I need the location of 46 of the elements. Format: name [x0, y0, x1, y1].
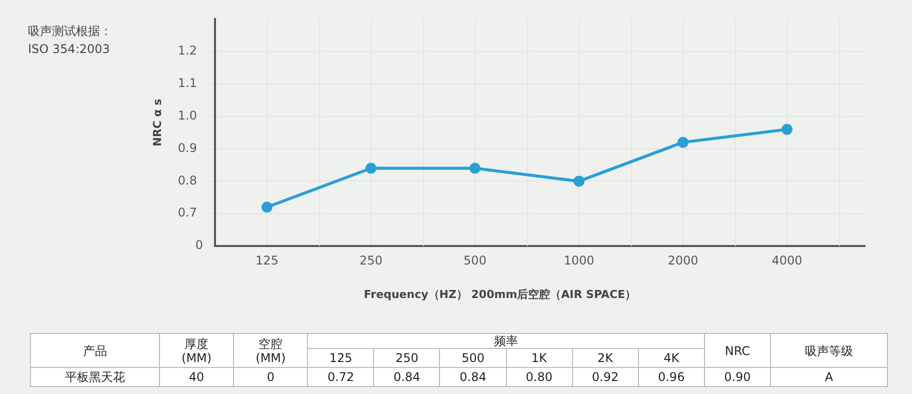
- text: 125: [308, 348, 374, 368]
- text: 吸声测试根据：: [28, 24, 112, 38]
- text: A: [770, 368, 888, 386]
- text: 0.92: [572, 368, 638, 386]
- text: 250: [374, 348, 440, 368]
- text: 0.84: [440, 368, 506, 386]
- text: ISO 354:2003: [28, 42, 110, 56]
- text: 频率: [308, 334, 704, 348]
- text: 0.90: [704, 368, 771, 386]
- text: 500: [440, 348, 506, 368]
- text: 0.72: [308, 368, 374, 386]
- x-tick-label: 250: [360, 253, 382, 268]
- y-tick-label: 1.2: [178, 44, 197, 58]
- text: 产品: [30, 334, 160, 368]
- text: 0: [234, 368, 308, 386]
- y-tick-label: 0.7: [178, 206, 197, 220]
- text: 空腔 (MM): [234, 334, 308, 368]
- text: 0.84: [374, 368, 440, 386]
- text: 0.80: [506, 368, 572, 386]
- text: NRC: [704, 334, 771, 368]
- x-tick-label: 500: [464, 253, 486, 268]
- x-tick-label: 2000: [668, 253, 698, 268]
- y-tick-label: 0.9: [178, 140, 197, 155]
- y-tick-label: 1.0: [178, 108, 197, 123]
- point: [470, 162, 480, 174]
- y-tick-label: 1.1: [178, 76, 197, 90]
- point: [574, 176, 584, 187]
- x-tick-label: 1000: [564, 253, 594, 268]
- text: 0: [195, 238, 203, 252]
- point: [366, 162, 376, 174]
- point: [678, 136, 688, 148]
- text: 厚度 (MM): [160, 334, 234, 368]
- y-axis-title: NRC α s: [150, 98, 164, 146]
- x-tick-label: 4000: [772, 253, 802, 268]
- x-tick-label: 125: [256, 253, 278, 268]
- x-axis-title: Frequency（HZ） 200mm后空腔（AIR SPACE）: [364, 288, 636, 301]
- text: 40: [160, 368, 234, 386]
- point: [262, 202, 272, 213]
- text: 4K: [638, 348, 704, 368]
- y-tick-label: 0.8: [178, 173, 197, 188]
- text: 吸声等级: [770, 334, 888, 368]
- text: 2K: [572, 348, 638, 368]
- point: [782, 124, 792, 135]
- text: 平板黑天花: [30, 368, 160, 386]
- text: 1K: [506, 348, 572, 368]
- text: 0.96: [638, 368, 704, 386]
